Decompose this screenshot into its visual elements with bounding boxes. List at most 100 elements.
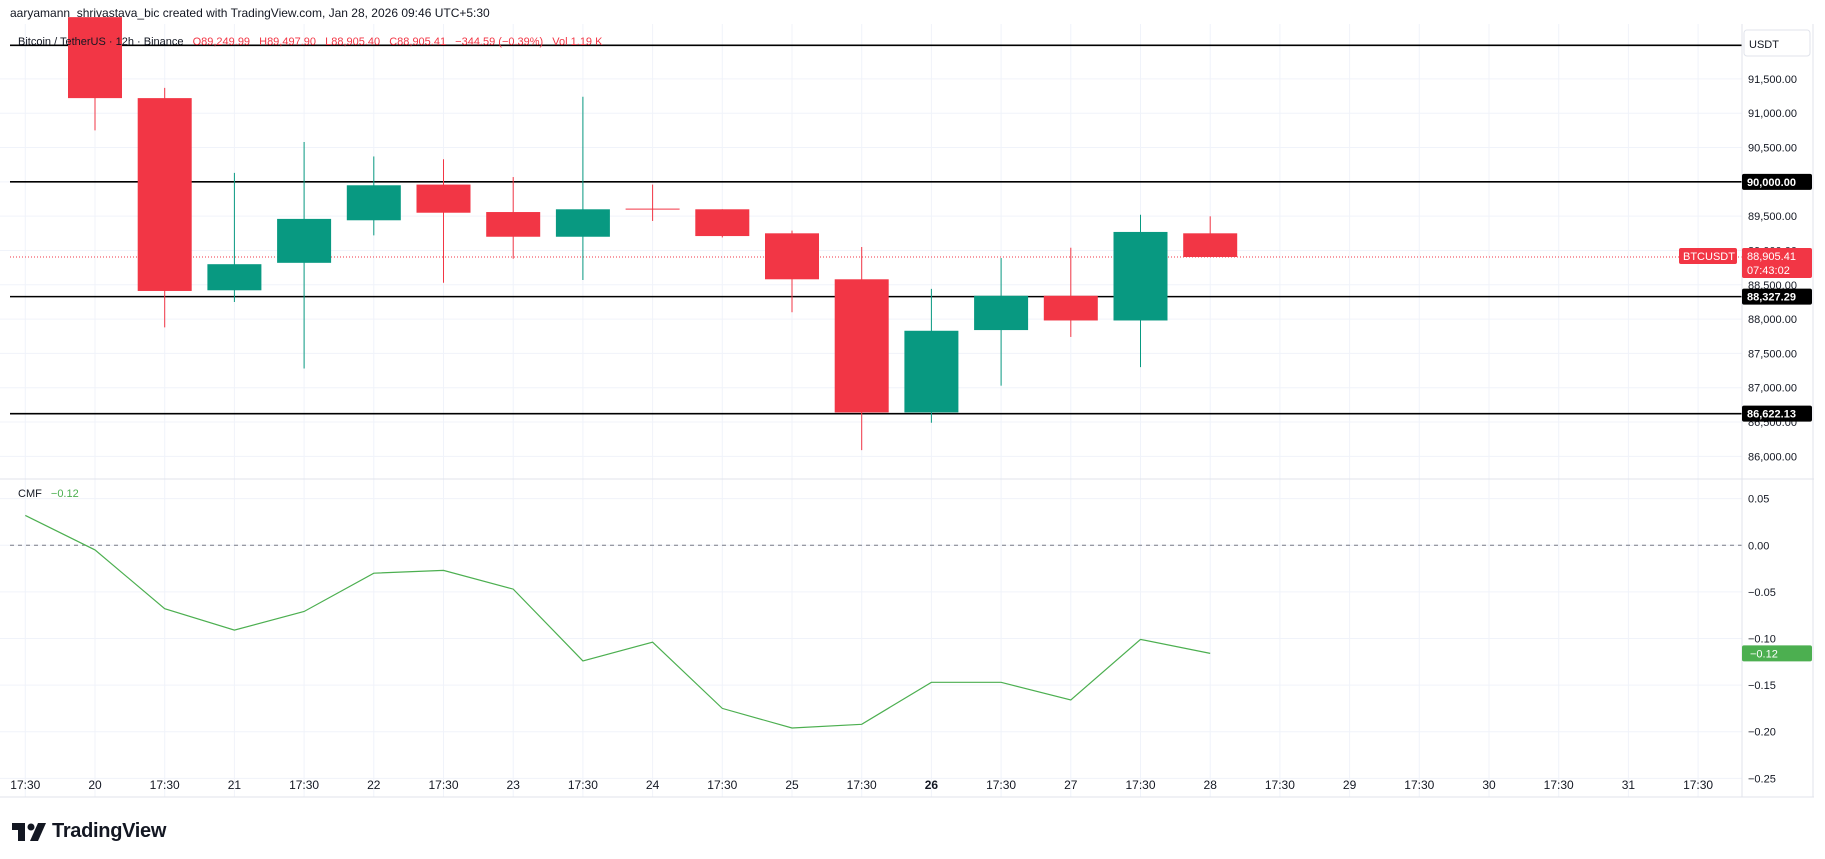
price-tick-label: 88,000.00 [1748, 314, 1797, 326]
time-tick-label: 17:30 [428, 778, 458, 792]
candle-body [904, 330, 959, 413]
candle-body [834, 279, 889, 413]
candle-body [1113, 231, 1168, 321]
price-tick-label: 87,000.00 [1748, 383, 1797, 395]
time-tick-label: 17:30 [150, 778, 180, 792]
candle[interactable] [1043, 247, 1098, 337]
time-tick-label: 17:30 [10, 778, 40, 792]
level-price-badge [1742, 288, 1812, 305]
time-tick-label: 17:30 [847, 778, 877, 792]
legend-close: C88,905.41 [389, 36, 446, 48]
cmf-legend-name: CMF [18, 488, 42, 500]
tradingview-logo-icon [12, 822, 46, 841]
cmf-axis[interactable]: 0.05 0.00 −0.05 −0.10 −0.15 −0.20 −0.25 −0.12 [1742, 494, 1812, 786]
candle-body [1043, 295, 1098, 321]
candle[interactable] [765, 230, 819, 313]
candle-body [555, 209, 610, 237]
candle[interactable] [486, 177, 541, 259]
time-axis[interactable]: 17:30 20 17:30 21 17:30 22 17:30 23 17:30 24 17:30… [10, 778, 1713, 792]
price-tick-label: 86,000.00 [1748, 451, 1797, 463]
candle-body [207, 264, 262, 291]
cmf-tick-label: −0.05 [1748, 587, 1776, 599]
candle-body [68, 17, 122, 99]
candle[interactable] [416, 159, 471, 283]
price-tick-label: 91,500.00 [1748, 74, 1797, 86]
cmf-tick-label: 0.05 [1748, 494, 1769, 506]
candle[interactable] [904, 288, 959, 423]
time-tick-label: 17:30 [1404, 778, 1434, 792]
time-tick-label: 17:30 [1265, 778, 1295, 792]
cmf-value-badge-label: −0.12 [1750, 648, 1778, 660]
candle[interactable] [346, 156, 401, 236]
last-price-badge [1742, 247, 1812, 278]
candle[interactable] [834, 247, 889, 451]
time-tick-label: 17:30 [986, 778, 1016, 792]
time-tick-label: 26 [925, 778, 939, 792]
cmf-tick-label: −0.10 [1748, 634, 1776, 646]
time-tick-label: 20 [88, 778, 102, 792]
time-tick-label: 21 [228, 778, 242, 792]
legend-line: Bitcoin / TetherUS · 12h · Binance O89,2… [18, 36, 603, 48]
chart-credit: aaryamann_shrivastava_bic created with T… [10, 6, 490, 20]
cmf-value-badge [1742, 645, 1812, 662]
time-tick-label: 31 [1622, 778, 1636, 792]
level-price-label: 86,622.13 [1747, 409, 1796, 421]
tradingview-wordmark: TradingView [52, 820, 167, 842]
countdown-label: 07:43:02 [1747, 265, 1790, 277]
candle[interactable] [68, 17, 122, 131]
currency-label: USDT [1749, 39, 1779, 51]
candle-body [1183, 233, 1238, 257]
time-tick-label: 17:30 [1683, 778, 1713, 792]
level-price-badge [1742, 405, 1812, 422]
price-tick-label: 91,000.00 [1748, 108, 1797, 120]
candle-body [416, 184, 471, 213]
candle[interactable] [137, 87, 192, 328]
candle[interactable] [695, 209, 750, 238]
candle-body [486, 212, 541, 237]
candle-body [277, 218, 332, 263]
legend-change: −344.59 (−0.39%) [455, 36, 543, 48]
time-tick-label: 17:30 [289, 778, 319, 792]
time-tick-label: 22 [367, 778, 381, 792]
price-tick-label: 90,500.00 [1748, 143, 1797, 155]
legend-high: H89,497.90 [259, 36, 316, 48]
last-price-label: 88,905.41 [1747, 251, 1796, 263]
candle[interactable] [277, 142, 332, 369]
candle-body [974, 295, 1029, 331]
level-price-label: 88,327.29 [1747, 292, 1796, 304]
cmf-legend: CMF −0.12 [18, 488, 79, 500]
level-price-label: 90,000.00 [1747, 177, 1796, 189]
candles[interactable] [68, 17, 1238, 451]
cmf-tick-label: −0.25 [1748, 773, 1776, 785]
candle[interactable] [1113, 214, 1168, 368]
symbol-badge-label: BTCUSDT [1683, 251, 1735, 263]
candle[interactable] [207, 172, 262, 302]
cmf-tick-label: −0.15 [1748, 680, 1776, 692]
cmf-line [25, 514, 1211, 729]
tradingview-logo[interactable]: TradingView [12, 820, 166, 843]
time-tick-label: 17:30 [568, 778, 598, 792]
candle-body [765, 233, 819, 280]
legend-symbol: Bitcoin / TetherUS · 12h · Binance [18, 36, 184, 48]
price-axis[interactable]: 86,000.0086,500.0087,000.0087,500.0088,0… [1679, 74, 1812, 463]
candle[interactable] [555, 96, 610, 280]
time-tick-label: 24 [646, 778, 660, 792]
candle[interactable] [625, 184, 680, 221]
cmf-pane [10, 514, 1742, 729]
time-tick-label: 17:30 [1125, 778, 1155, 792]
time-tick-label: 28 [1204, 778, 1218, 792]
candle[interactable] [974, 258, 1029, 386]
currency-box[interactable] [1743, 29, 1811, 57]
time-tick-label: 17:30 [707, 778, 737, 792]
price-tick-label: 89,500.00 [1748, 211, 1797, 223]
candle[interactable] [1183, 216, 1238, 257]
legend-open: O89,249.99 [193, 36, 251, 48]
legend-low: L88,905.40 [325, 36, 380, 48]
time-tick-label: 29 [1343, 778, 1357, 792]
candle-body [625, 208, 680, 210]
cmf-legend-value: −0.12 [51, 488, 79, 500]
time-tick-label: 27 [1064, 778, 1078, 792]
time-tick-label: 23 [507, 778, 521, 792]
time-tick-label: 25 [785, 778, 799, 792]
